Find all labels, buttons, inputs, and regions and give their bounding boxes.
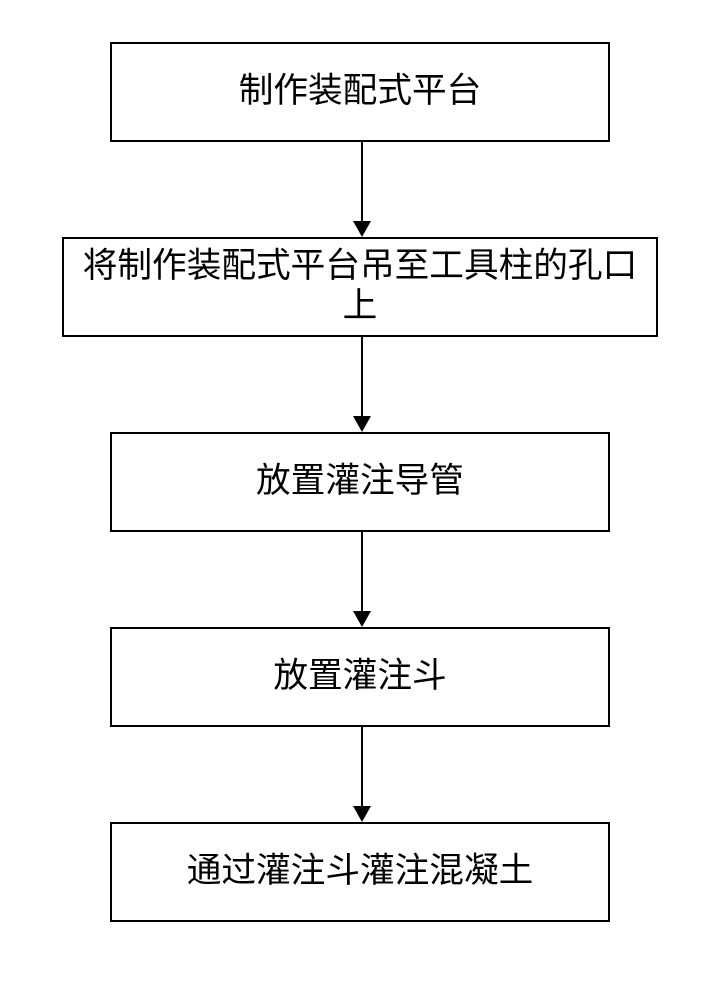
flowchart-arrow xyxy=(361,532,363,611)
flowchart-arrow xyxy=(361,337,363,416)
flowchart-arrow-head xyxy=(353,221,371,237)
flowchart-canvas: 制作装配式平台将制作装配式平台吊至工具柱的孔口上放置灌注导管放置灌注斗通过灌注斗… xyxy=(0,0,724,1000)
flowchart-arrow xyxy=(361,727,363,806)
flowchart-arrow-head xyxy=(353,611,371,627)
flowchart-arrow-head xyxy=(353,416,371,432)
flowchart-node: 放置灌注斗 xyxy=(110,627,610,727)
flowchart-node: 通过灌注斗灌注混凝土 xyxy=(110,822,610,922)
flowchart-arrow xyxy=(361,142,363,221)
flowchart-node: 制作装配式平台 xyxy=(110,42,610,142)
flowchart-arrow-head xyxy=(353,806,371,822)
flowchart-node: 放置灌注导管 xyxy=(110,432,610,532)
flowchart-node: 将制作装配式平台吊至工具柱的孔口上 xyxy=(62,237,658,337)
